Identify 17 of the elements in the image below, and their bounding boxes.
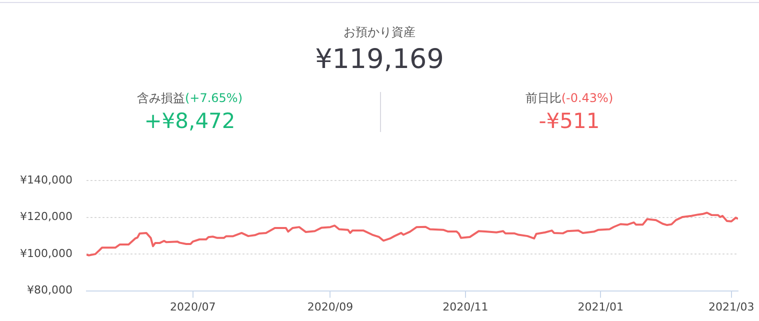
- text: +¥8,472: [143, 109, 236, 133]
- y-tick-label: ¥120,000: [20, 210, 72, 224]
- x-tick-label: 2020/07: [170, 300, 216, 314]
- y-tick-label: ¥80,000: [26, 284, 72, 297]
- y-tick-label: ¥140,000: [20, 173, 72, 186]
- chart-title: お預かり資産: [342, 24, 416, 41]
- y-tick-label: ¥100,000: [20, 246, 72, 260]
- text: 含み損益: [136, 91, 185, 105]
- text: -¥511: [538, 109, 601, 133]
- chart-subtitle: ¥119,169: [314, 44, 445, 75]
- x-tick-label: 2020/11: [442, 300, 488, 314]
- x-tick-label: 2020/09: [307, 300, 354, 314]
- text: (+7.65%): [184, 91, 243, 105]
- text: 前日比: [525, 91, 562, 105]
- x-tick-label: 2021/03: [708, 300, 754, 314]
- text: (-0.43%): [561, 91, 614, 105]
- x-tick-label: 2021/01: [578, 300, 624, 314]
